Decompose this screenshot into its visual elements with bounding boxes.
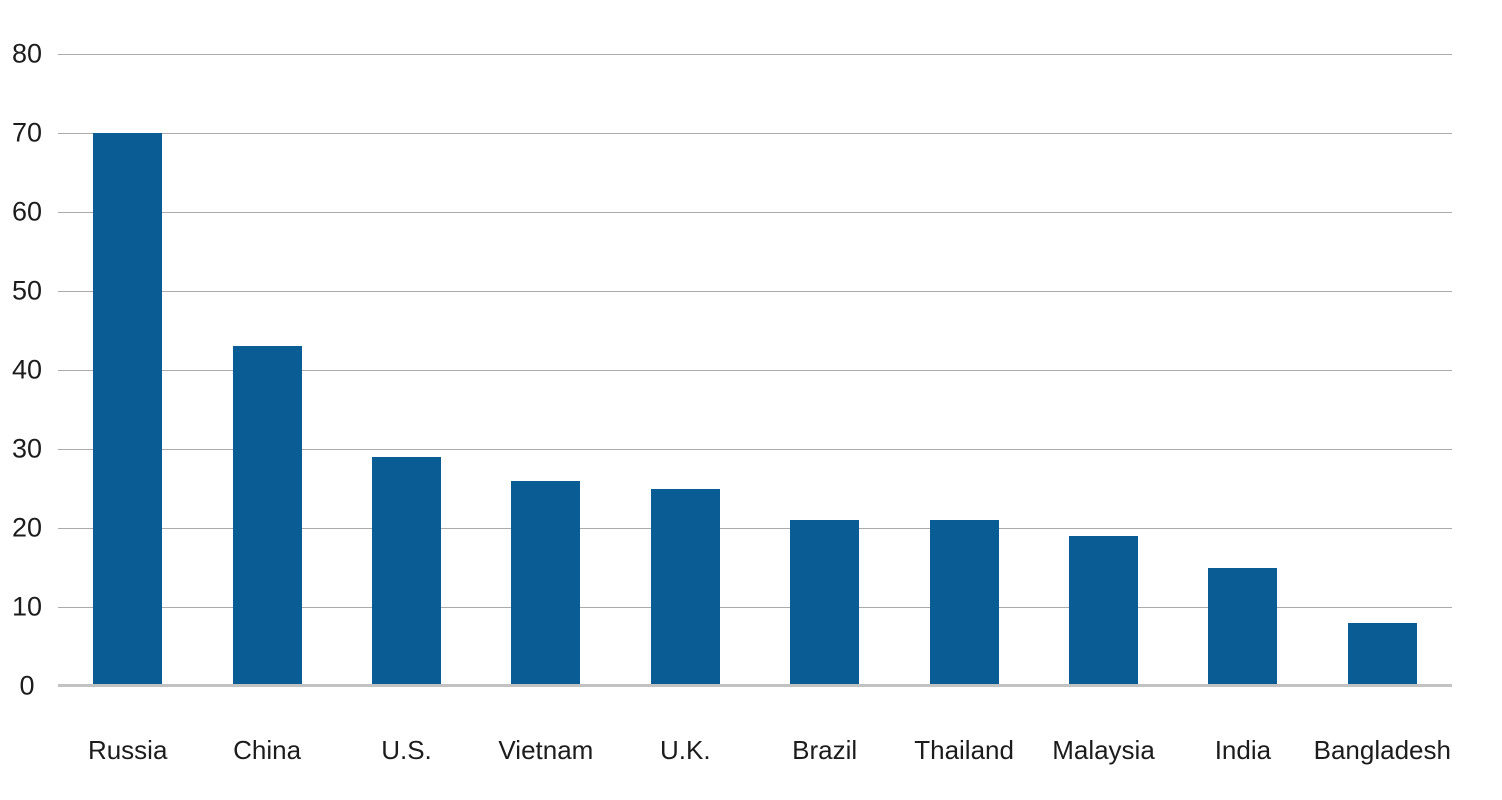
- bar-china: [232, 346, 302, 686]
- x-tick-label-bangladesh: Bangladesh: [1313, 735, 1451, 765]
- x-axis-line: [58, 684, 1452, 687]
- gridline-y-20: [58, 528, 1452, 529]
- gridline-y-60: [58, 212, 1452, 213]
- gridline-y-30: [58, 449, 1452, 450]
- y-tick-label-0: 0: [19, 670, 35, 701]
- x-tick-label-russia: Russia: [87, 735, 168, 765]
- gridline-y-80: [58, 54, 1452, 55]
- bar-thailand: [929, 520, 999, 686]
- y-tick-label-10: 10: [11, 591, 43, 622]
- y-tick-label-30: 30: [11, 433, 43, 464]
- x-tick-label-brazil: Brazil: [792, 735, 858, 765]
- x-tick-label-malaysia: Malaysia: [1052, 735, 1155, 765]
- y-tick-label-80: 80: [11, 38, 43, 69]
- x-tick-label-india: India: [1214, 735, 1272, 765]
- gridline-y-40: [58, 370, 1452, 371]
- x-tick-label-thailand: Thailand: [914, 735, 1014, 765]
- bar-malaysia: [1069, 535, 1138, 686]
- plot-area: [58, 54, 1452, 687]
- bar-india: [1208, 567, 1278, 686]
- gridline-y-50: [58, 291, 1452, 292]
- y-tick-label-40: 40: [11, 354, 43, 385]
- bar-bangladesh: [1347, 622, 1417, 686]
- bar-brazil: [790, 520, 860, 686]
- y-tick-label-70: 70: [11, 117, 43, 148]
- y-tick-label-60: 60: [11, 196, 43, 227]
- x-tick-label-china: China: [233, 735, 302, 765]
- x-tick-label-uk: U.K.: [660, 735, 711, 765]
- bar-us: [372, 456, 441, 686]
- bar-uk: [650, 488, 720, 686]
- x-tick-label-us: U.S.: [381, 735, 432, 765]
- bar-vietnam: [511, 480, 581, 686]
- x-tick-label-vietnam: Vietnam: [498, 735, 594, 765]
- y-tick-label-50: 50: [11, 275, 43, 306]
- bar-russia: [93, 133, 163, 686]
- gridline-y-10: [58, 607, 1452, 608]
- y-tick-label-20: 20: [11, 512, 43, 543]
- gridline-y-70: [58, 133, 1452, 134]
